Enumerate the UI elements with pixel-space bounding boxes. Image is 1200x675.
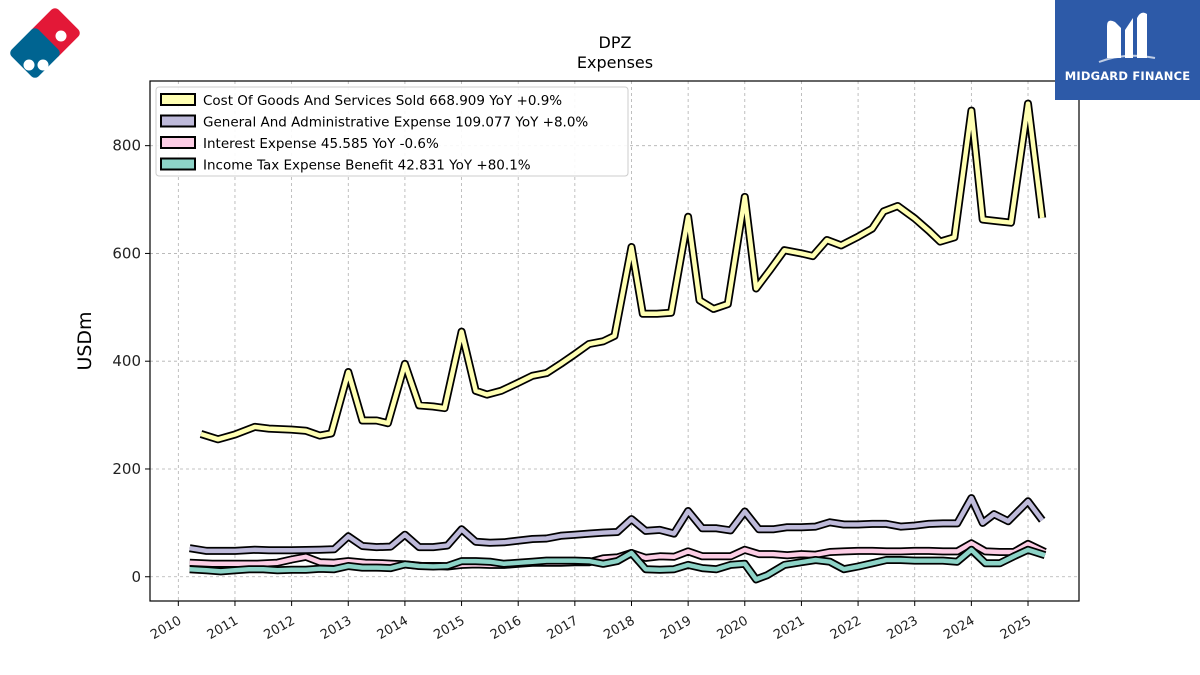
x-tick-label: 2021 (771, 613, 807, 643)
legend-label-2: Interest Expense 45.585 YoY -0.6% (203, 136, 439, 152)
legend-swatch-0 (160, 93, 196, 106)
legend-label-1: General And Administrative Expense 109.0… (203, 115, 588, 131)
legend-box (155, 86, 629, 177)
x-tick-label: 2013 (318, 613, 354, 643)
legend-swatch-3 (160, 157, 196, 171)
chart-subtitle: Expenses (577, 53, 653, 72)
x-tick-label: 2012 (261, 613, 297, 643)
x-tick-label: 2025 (998, 613, 1034, 643)
x-tick-label: 2018 (601, 613, 637, 643)
y-axis-label: USDm (74, 311, 96, 370)
dpz-logo-icon (4, 6, 86, 92)
chart-title: DPZ (599, 33, 632, 52)
midgard-finance-badge: MIDGARD FINANCE (1055, 0, 1200, 100)
x-tick-label: 2022 (828, 613, 864, 643)
x-tick-label: 2017 (545, 613, 581, 643)
legend-label-0: Cost Of Goods And Services Sold 668.909 … (203, 93, 562, 109)
legend: Cost Of Goods And Services Sold 668.909 … (155, 86, 629, 177)
series-lines (189, 99, 1047, 584)
y-tick-label: 800 (112, 137, 141, 155)
series-line-0 (200, 101, 1045, 442)
x-tick-label: 2023 (885, 613, 921, 643)
x-tick-label: 2019 (658, 613, 694, 643)
y-axis: 0 200 400 600 800 (112, 137, 150, 586)
y-tick-label: 400 (112, 352, 141, 370)
y-tick-label: 200 (112, 460, 141, 478)
midgard-m-icon (1098, 12, 1156, 63)
series-line-3 (189, 547, 1046, 582)
plot-frame (149, 80, 1080, 602)
y-tick-label: 600 (112, 244, 141, 262)
series-line-1 (189, 495, 1044, 554)
brand-name: MIDGARD FINANCE (1064, 69, 1191, 83)
x-tick-label: 2011 (205, 613, 241, 643)
x-tick-label: 2010 (148, 613, 184, 643)
y-tick-label: 0 (131, 568, 141, 586)
x-tick-label: 2015 (431, 613, 467, 643)
x-tick-label: 2020 (715, 613, 751, 643)
legend-swatch-2 (160, 136, 196, 149)
x-axis: 2010 2011 2012 2013 2014 2015 2016 2017 2018 2019… (148, 601, 1034, 643)
legend-swatch-1 (160, 114, 196, 128)
x-tick-label: 2014 (375, 613, 411, 643)
x-tick-label: 2024 (941, 613, 977, 643)
x-tick-label: 2016 (488, 613, 524, 643)
legend-label-3: Income Tax Expense Benefit 42.831 YoY +8… (203, 158, 531, 174)
